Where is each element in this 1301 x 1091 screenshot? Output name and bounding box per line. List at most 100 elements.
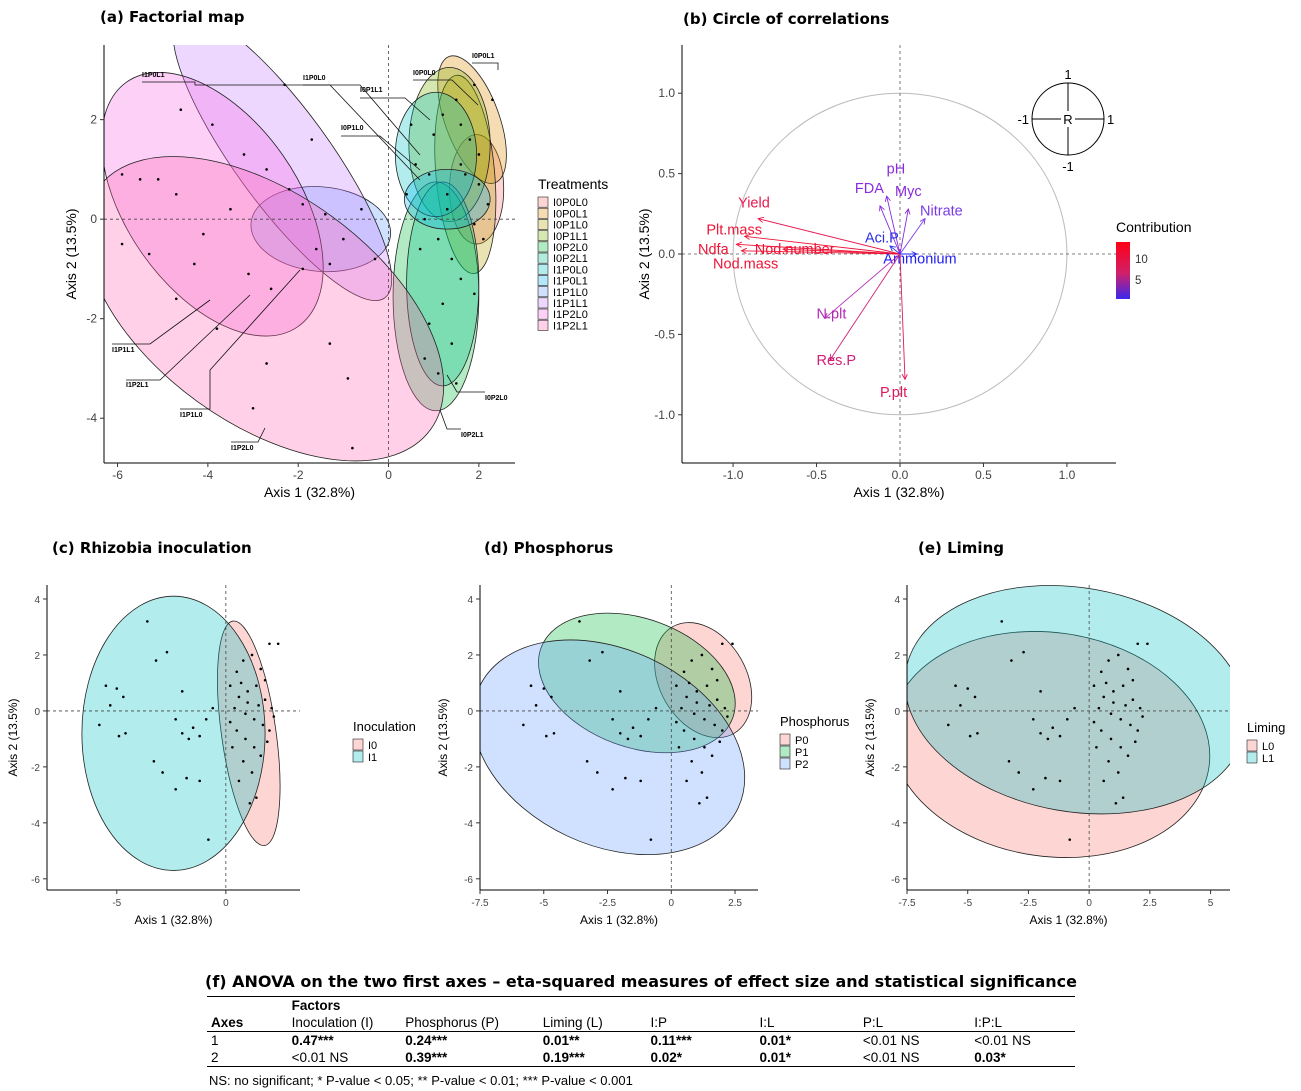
data-point xyxy=(241,659,245,662)
table-row: 1 0.47*** 0.24*** 0.01** 0.11*** 0.01* <0.01 N… xyxy=(207,1032,1075,1050)
data-point xyxy=(715,698,719,702)
y-tick-label: 0 xyxy=(467,707,473,718)
vector-nitrate xyxy=(899,219,925,255)
y-tick-label: 0 xyxy=(90,212,97,226)
data-point xyxy=(351,446,354,450)
ellipse-i1 xyxy=(81,595,266,871)
data-point xyxy=(1010,659,1013,662)
data-point xyxy=(272,715,276,718)
data-point xyxy=(687,681,691,685)
data-point xyxy=(263,698,267,702)
table-cell: 0.11*** xyxy=(650,1033,692,1048)
y-tick-label: -2 xyxy=(464,763,473,774)
data-point xyxy=(120,173,124,176)
table-cell: <0.01 NS xyxy=(287,1049,402,1067)
data-point xyxy=(473,292,476,296)
data-point xyxy=(241,759,245,763)
data-point xyxy=(731,642,734,646)
table-cell: 0.19*** xyxy=(538,1049,647,1067)
callout-line-i0p0l1 xyxy=(472,62,499,70)
data-point xyxy=(973,695,977,699)
vector-myc xyxy=(899,209,908,255)
data-point xyxy=(1126,667,1130,671)
ellipse-i0p2l1 xyxy=(406,181,480,387)
legend-label-p2: P2 xyxy=(795,759,808,771)
data-point xyxy=(98,723,101,727)
data-point xyxy=(436,237,440,241)
data-point xyxy=(228,720,232,724)
data-point xyxy=(1068,838,1072,841)
y-tick-label: 0 xyxy=(34,707,40,718)
x-axis-label: Axis 1 (32.8%) xyxy=(853,484,944,500)
data-point xyxy=(482,237,485,241)
data-point xyxy=(1044,776,1047,780)
legend-key-i1 xyxy=(352,750,364,763)
callout-label-i0p2l0: I0P2L0 xyxy=(485,395,508,402)
data-point xyxy=(959,704,962,707)
liming-chart: -7.5 -5 -2.5 0 2.5 5 -6 -4 -2 0 2 4 Axis 1 (32.8%) Ax… xyxy=(863,585,1285,927)
data-point xyxy=(1129,723,1132,727)
data-point xyxy=(473,222,476,226)
data-point xyxy=(246,701,249,704)
data-point xyxy=(436,372,440,375)
x-tick-label: -5 xyxy=(963,898,972,909)
legend-label-i0p1l0: I0P1L0 xyxy=(553,220,588,232)
data-point xyxy=(491,98,494,102)
vector-label-ndfa: Ndfa xyxy=(698,242,730,258)
panel-b-title: (b) Circle of correlations xyxy=(683,10,890,28)
vector-label-ph: pH xyxy=(887,162,906,178)
data-point xyxy=(1131,698,1135,702)
y-axis-label: Axis 2 (13.5%) xyxy=(636,208,652,299)
y-axis-label: Axis 2 (13.5%) xyxy=(863,698,877,776)
legend-key-i0p1l1 xyxy=(537,230,549,242)
data-point xyxy=(703,718,706,721)
data-point xyxy=(639,779,642,783)
data-point xyxy=(692,737,696,741)
ellipse-layer xyxy=(907,585,1230,858)
data-point xyxy=(427,173,431,176)
callout-label-i1p0l0: I1P0L0 xyxy=(303,75,326,82)
data-point xyxy=(1058,734,1062,738)
callout-line-i1p2l0 xyxy=(231,427,266,443)
data-point xyxy=(1146,642,1149,646)
data-point xyxy=(185,776,188,780)
data-point xyxy=(631,726,635,730)
data-point xyxy=(124,732,127,735)
data-point xyxy=(346,377,350,380)
vector-nod-mass xyxy=(741,251,901,255)
data-point xyxy=(713,723,716,727)
legend-label-i0p0l0: I0P0L0 xyxy=(553,197,588,209)
legend-label-l0: L0 xyxy=(1262,741,1274,753)
data-point xyxy=(682,729,686,732)
ellipse-l0 xyxy=(907,631,1211,858)
data-point xyxy=(624,776,627,780)
data-point xyxy=(675,720,678,724)
legend-title: Inoculation xyxy=(353,719,416,734)
data-point xyxy=(237,695,241,699)
legend-title: Contribution xyxy=(1116,219,1192,235)
vector-n-plt xyxy=(825,253,901,318)
callout-line-i1p1l1 xyxy=(112,299,211,345)
data-point xyxy=(247,272,250,276)
legend-label-i1p2l1: I1P2L1 xyxy=(553,320,588,332)
legend-key-p2 xyxy=(779,757,791,770)
data-point xyxy=(968,734,972,738)
data-point xyxy=(1136,729,1140,732)
legend-key-i0p1l0 xyxy=(537,219,549,230)
callout-label-i1p2l0: I1P2L0 xyxy=(231,445,254,452)
data-point xyxy=(552,732,556,735)
x-tick-label: 0.0 xyxy=(892,468,909,482)
data-point xyxy=(445,192,449,196)
data-point xyxy=(1107,759,1110,763)
data-point xyxy=(459,277,463,281)
vector-yield xyxy=(758,219,901,255)
data-point xyxy=(534,704,538,707)
legend-label-i0: I0 xyxy=(368,740,377,752)
data-point xyxy=(235,670,239,674)
data-point xyxy=(138,178,142,181)
data-point xyxy=(165,650,169,654)
ellipse-layer xyxy=(81,595,281,871)
data-point xyxy=(405,192,408,196)
legend-label-l1: L1 xyxy=(1262,753,1274,765)
